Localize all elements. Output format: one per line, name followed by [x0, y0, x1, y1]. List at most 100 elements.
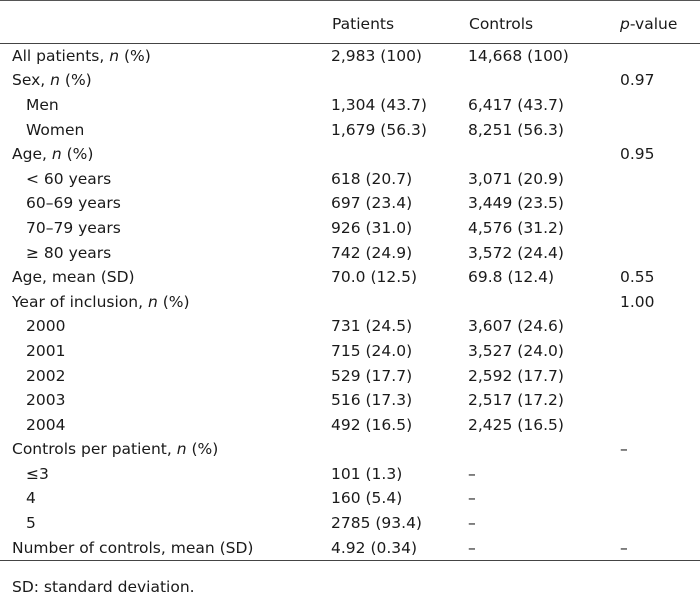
table-row: 2001 715 (24.0) 3,527 (24.0) [0, 339, 700, 364]
header-p-value: p-value [612, 0, 700, 44]
header-controls: Controls [468, 0, 612, 44]
cell-p-value [612, 388, 700, 413]
row-label-text: 70–79 years [26, 218, 121, 237]
cell-patients: 715 (24.0) [331, 341, 413, 360]
row-label-suffix: (%) [61, 145, 94, 164]
cell-patients [331, 68, 468, 93]
row-label: 4 [0, 486, 331, 511]
row-label-text: Controls per patient, [12, 440, 177, 459]
row-label-italic: n [109, 46, 120, 65]
cell-patients [331, 289, 468, 314]
cell-patients: 742 (24.9) [331, 243, 413, 262]
row-label-text: < 60 years [26, 169, 112, 188]
row-label: 70–79 years [0, 216, 331, 241]
header-label [0, 0, 331, 44]
row-label-italic: n [51, 145, 62, 164]
row-label-text: Men [26, 95, 59, 114]
row-label-text: 2003 [26, 391, 66, 410]
table-row: 2003 516 (17.3) 2,517 (17.2) [0, 388, 700, 413]
cell-p-value [612, 240, 700, 265]
cell-patients: 516 (17.3) [331, 391, 413, 410]
cell-p-value [612, 462, 700, 487]
row-label-text: 2001 [26, 341, 66, 360]
table-row: < 60 years 618 (20.7) 3,071 (20.9) [0, 166, 700, 191]
cell-controls: 8,251 (56.3) [468, 120, 564, 139]
cell-patients: 618 (20.7) [331, 169, 413, 188]
cell-p-value [612, 486, 700, 511]
cell-controls: 3,527 (24.0) [468, 341, 564, 360]
row-label: Women [0, 117, 331, 142]
row-label-text: ≤3 [26, 464, 49, 483]
cell-patients: 1,304 (43.7) [331, 95, 427, 114]
row-label: 2004 [0, 412, 331, 437]
row-label-suffix: (%) [157, 292, 190, 311]
cell-p-value: 0.95 [620, 145, 655, 164]
cell-controls: 2,592 (17.7) [468, 366, 564, 385]
cell-controls: 6,417 (43.7) [468, 95, 564, 114]
row-label-text: Age, [12, 145, 52, 164]
cell-p-value [612, 166, 700, 191]
cell-controls: – [468, 489, 476, 508]
row-label: < 60 years [0, 166, 331, 191]
table-row: Sex, n (%) 0.97 [0, 68, 700, 93]
table-row: Controls per patient, n (%) – [0, 437, 700, 462]
table-header-row: Patients Controls p-value [0, 0, 700, 44]
row-label: Controls per patient, n (%) [0, 437, 331, 462]
table-row: Men 1,304 (43.7) 6,417 (43.7) [0, 93, 700, 118]
row-label: 60–69 years [0, 191, 331, 216]
table-row: Number of controls, mean (SD) 4.92 (0.34)… [0, 535, 700, 561]
table-row: 4 160 (5.4) – [0, 486, 700, 511]
row-label: 2003 [0, 388, 331, 413]
cell-controls: 3,607 (24.6) [468, 317, 564, 336]
cell-patients: 529 (17.7) [331, 366, 413, 385]
row-label-text: ≥ 80 years [26, 243, 112, 262]
cell-p-value [612, 191, 700, 216]
row-label-text: 5 [26, 514, 36, 533]
table-row: 2002 529 (17.7) 2,592 (17.7) [0, 363, 700, 388]
cell-patients: 160 (5.4) [331, 489, 403, 508]
table-row: 60–69 years 697 (23.4) 3,449 (23.5) [0, 191, 700, 216]
cell-p-value [612, 117, 700, 142]
row-label: Sex, n (%) [0, 68, 331, 93]
row-label-text: 4 [26, 489, 36, 508]
row-label: 5 [0, 511, 331, 536]
cell-patients: 926 (31.0) [331, 218, 413, 237]
row-label-text: All patients, [12, 46, 110, 65]
cell-p-value [612, 314, 700, 339]
row-label: Number of controls, mean (SD) [0, 535, 331, 561]
cell-patients: 2785 (93.4) [331, 514, 422, 533]
row-label: Year of inclusion, n (%) [0, 289, 331, 314]
row-label-italic: n [176, 440, 187, 459]
table-row: Age, mean (SD) 70.0 (12.5) 69.8 (12.4) 0.55 [0, 265, 700, 290]
table-row: 70–79 years 926 (31.0) 4,576 (31.2) [0, 216, 700, 241]
cell-p-value: 1.00 [620, 292, 655, 311]
table-row: 2004 492 (16.5) 2,425 (16.5) [0, 412, 700, 437]
row-label: Men [0, 93, 331, 118]
row-label: Age, mean (SD) [0, 265, 331, 290]
table-row: Women 1,679 (56.3) 8,251 (56.3) [0, 117, 700, 142]
table-row: ≥ 80 years 742 (24.9) 3,572 (24.4) [0, 240, 700, 265]
cell-patients: 70.0 (12.5) [331, 268, 418, 287]
row-label-text: Age, mean (SD) [12, 268, 135, 287]
cell-p-value [612, 43, 700, 68]
cell-controls: – [468, 535, 612, 561]
cell-patients: 492 (16.5) [331, 415, 413, 434]
cell-patients [331, 142, 468, 167]
row-label: 2001 [0, 339, 331, 364]
table-row: 5 2785 (93.4) – [0, 511, 700, 536]
row-label-text: 2004 [26, 415, 66, 434]
cell-p-value: – [612, 535, 700, 561]
cell-controls [468, 142, 612, 167]
cell-controls: – [468, 464, 476, 483]
cell-p-value [612, 93, 700, 118]
cell-patients: 2,983 (100) [331, 46, 422, 65]
cell-patients: 1,679 (56.3) [331, 120, 427, 139]
table-row: Year of inclusion, n (%) 1.00 [0, 289, 700, 314]
cell-controls: 4,576 (31.2) [468, 218, 564, 237]
row-label-suffix: (%) [119, 46, 151, 65]
cell-controls: 69.8 (12.4) [468, 268, 555, 287]
cell-p-value: – [620, 440, 628, 459]
cell-controls: 2,425 (16.5) [468, 415, 564, 434]
row-label-italic: n [50, 71, 60, 90]
